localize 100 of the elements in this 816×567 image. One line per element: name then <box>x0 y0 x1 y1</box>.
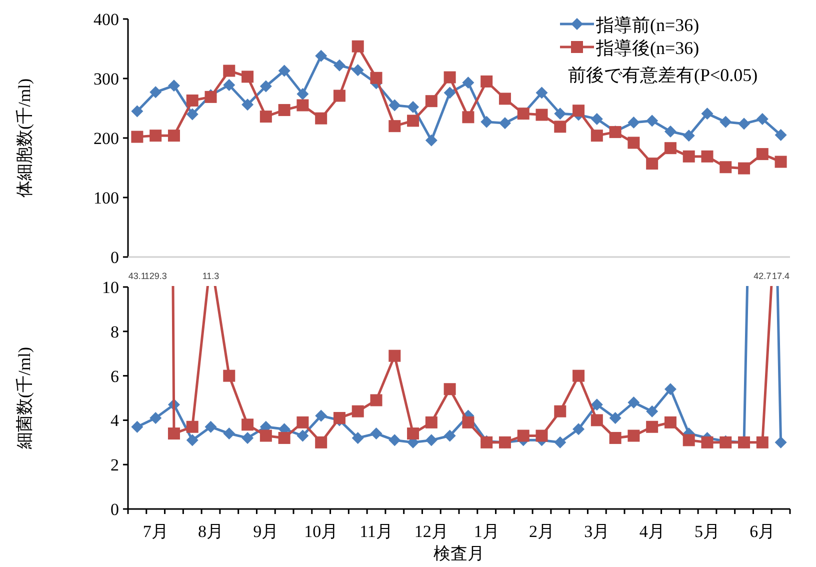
x-tick-label: 10月 <box>304 522 338 541</box>
y-tick-label: 4 <box>110 411 120 430</box>
x-tick-label: 2月 <box>529 522 554 541</box>
point <box>370 72 382 84</box>
point <box>646 114 658 127</box>
point <box>646 158 658 170</box>
point <box>407 428 420 440</box>
point <box>223 64 236 77</box>
point <box>664 383 676 396</box>
point <box>131 105 144 118</box>
point <box>664 416 676 428</box>
text: 42.7 <box>754 271 772 281</box>
point <box>738 162 750 174</box>
text: 11.3 <box>202 271 220 281</box>
point <box>609 412 622 424</box>
point <box>407 114 420 127</box>
text: 129.3 <box>144 271 167 281</box>
point <box>628 430 640 442</box>
point <box>278 104 290 116</box>
point <box>223 370 236 382</box>
legend-label: 指導後(n=36) <box>595 38 700 58</box>
point <box>242 70 254 83</box>
point <box>352 40 364 52</box>
point <box>242 418 254 431</box>
y-tick-label: 200 <box>94 129 119 148</box>
x-tick-label: 7月 <box>142 522 168 541</box>
x-tick-label: 4月 <box>639 522 665 541</box>
point <box>462 111 474 124</box>
point <box>150 130 162 142</box>
point <box>315 50 328 62</box>
point <box>590 414 603 426</box>
point <box>444 383 456 396</box>
point <box>131 130 144 143</box>
point <box>425 134 438 146</box>
point <box>223 428 236 440</box>
point <box>333 412 346 424</box>
x-tick-label: 12月 <box>414 522 448 541</box>
text: 43.1 <box>128 271 146 281</box>
point <box>315 112 328 124</box>
point <box>536 86 548 99</box>
point <box>554 120 566 133</box>
point <box>609 432 622 444</box>
point <box>554 436 566 448</box>
point <box>407 101 420 114</box>
annotation: 前後で有意差有(P<0.05) <box>568 65 758 85</box>
point <box>388 120 401 132</box>
point <box>756 436 768 448</box>
point <box>646 405 658 418</box>
point <box>628 116 640 129</box>
point <box>444 71 456 84</box>
point <box>774 436 787 448</box>
point <box>260 80 272 92</box>
text: 17.4 <box>772 271 790 281</box>
point <box>444 430 456 442</box>
point <box>204 420 217 433</box>
point <box>664 142 676 154</box>
point <box>517 430 530 442</box>
point <box>590 398 603 411</box>
point <box>296 430 309 442</box>
point <box>572 423 585 436</box>
point <box>186 420 198 433</box>
x-tick-label: 3月 <box>584 522 610 541</box>
point <box>296 88 309 100</box>
y-axis-title: 体細胞数(千/ml) <box>15 78 34 198</box>
y-tick-label: 8 <box>110 322 119 342</box>
point <box>296 99 309 112</box>
point <box>260 110 272 123</box>
y-tick-label: 10 <box>102 278 119 297</box>
x-tick-label: 5月 <box>694 522 720 541</box>
point <box>315 410 328 422</box>
point <box>168 130 180 142</box>
point <box>242 98 254 111</box>
x-tick-label: 8月 <box>198 522 224 541</box>
y-tick-label: 100 <box>94 188 119 208</box>
point <box>498 92 511 105</box>
point <box>370 394 382 406</box>
x-tick-label: 1月 <box>474 522 500 541</box>
point <box>701 436 714 448</box>
point <box>388 99 401 112</box>
point <box>720 116 732 128</box>
point <box>278 432 290 444</box>
point <box>370 428 382 440</box>
point <box>333 90 346 102</box>
point <box>536 430 548 442</box>
x-tick-label: 9月 <box>253 522 279 541</box>
x-axis-title: 検査月 <box>434 544 484 563</box>
point <box>664 125 676 138</box>
point <box>315 436 328 448</box>
point <box>131 420 144 433</box>
legend-label: 指導前(n=36) <box>595 15 700 35</box>
point <box>682 434 695 446</box>
point <box>701 150 714 162</box>
point <box>498 117 511 130</box>
point <box>628 136 640 149</box>
point <box>682 150 695 162</box>
point <box>150 86 162 98</box>
point <box>242 432 254 444</box>
point <box>352 405 364 418</box>
point <box>774 129 787 142</box>
point <box>425 95 438 108</box>
